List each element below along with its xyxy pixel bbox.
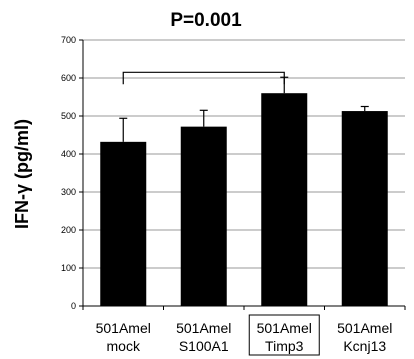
y-axis-label: IFN-γ (pg/ml) [12, 119, 32, 229]
y-tick-label: 100 [61, 263, 76, 273]
y-tick-label: 300 [61, 187, 76, 197]
x-axis-ticks: 501Amel mock 501Amel S100A1 501Amel Timp3 501A… [96, 314, 392, 356]
bar [261, 93, 308, 306]
x-tick-label-line2: Timp3 [265, 338, 304, 354]
bars [100, 93, 388, 306]
y-tick-label: 400 [61, 149, 76, 159]
x-tick-label-line1: 501Amel [176, 320, 231, 336]
bar [180, 126, 227, 306]
x-tick-label-line2: mock [107, 338, 141, 354]
axes [82, 40, 406, 310]
x-tick-label-line1: 501Amel [96, 320, 151, 336]
y-tick-label: 0 [71, 301, 76, 311]
y-axis-ticks: 0 100 200 300 400 500 600 700 [61, 35, 83, 311]
highlight-box [248, 314, 320, 356]
chart-title: P=0.001 [170, 10, 242, 31]
y-tick-label: 200 [61, 225, 76, 235]
y-tick-label: 600 [61, 73, 76, 83]
significance-bracket [122, 71, 285, 85]
y-tick-label: 700 [61, 35, 76, 45]
y-tick-label: 500 [61, 111, 76, 121]
x-tick-label-line1: 501Amel [337, 320, 392, 336]
x-tick-label-line1: 501Amel [257, 320, 312, 336]
x-tick-label-line2: Kcnj13 [343, 338, 386, 354]
x-tick-label-line2: S100A1 [179, 338, 229, 354]
error-bars [119, 76, 369, 142]
comparison-bracket [122, 71, 285, 85]
bar [100, 141, 147, 306]
bar [341, 111, 388, 306]
